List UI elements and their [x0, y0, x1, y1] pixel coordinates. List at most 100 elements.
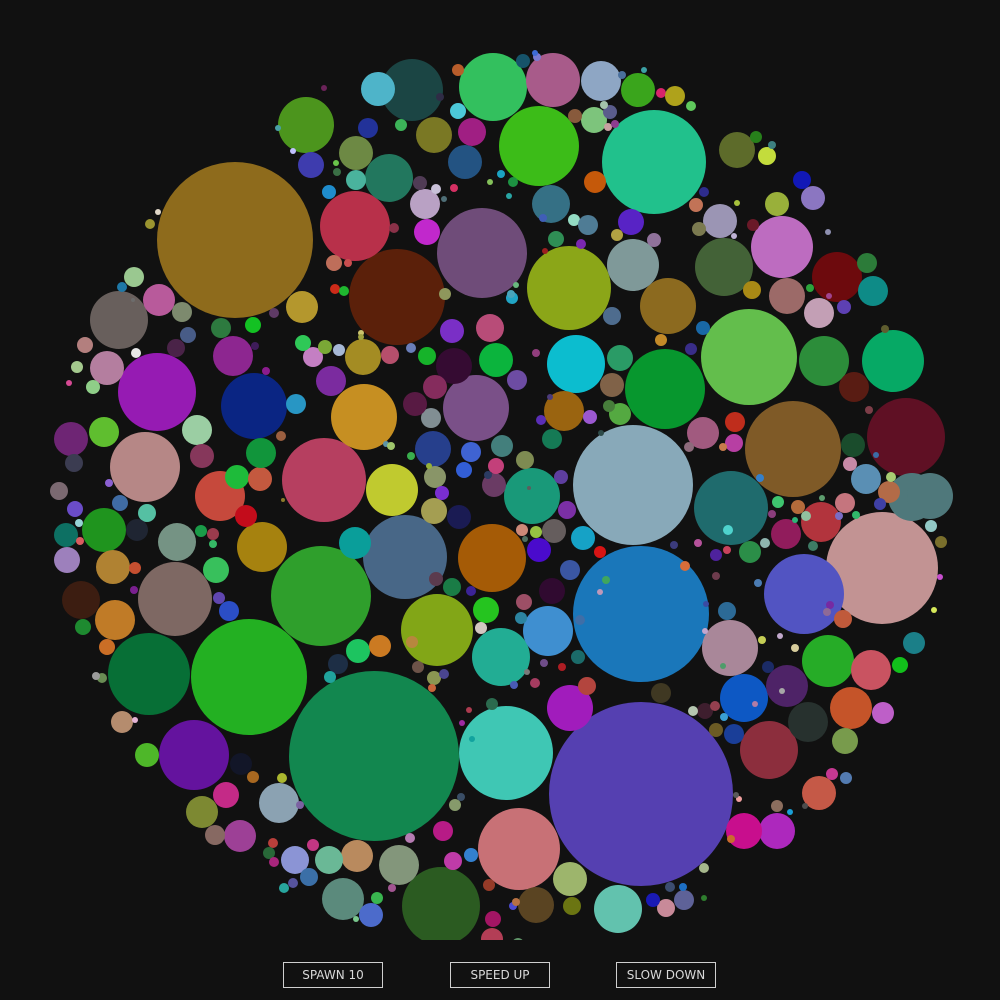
bubble — [263, 847, 275, 859]
bubble — [381, 59, 443, 121]
bubble — [461, 442, 481, 462]
bubble — [464, 848, 478, 862]
bubble — [92, 672, 100, 680]
bubble — [857, 253, 877, 273]
bubble — [507, 370, 527, 390]
bubble — [839, 372, 869, 402]
bubble — [851, 650, 891, 690]
bubble — [440, 319, 464, 343]
bubble — [832, 728, 858, 754]
bubble — [768, 510, 776, 518]
circle-packing-canvas — [50, 50, 953, 940]
bubble — [435, 486, 449, 500]
bubble — [191, 619, 307, 735]
bubble — [695, 238, 753, 296]
bubble — [289, 671, 459, 841]
bubble — [745, 401, 841, 497]
bubble — [751, 216, 813, 278]
bubble — [82, 508, 126, 552]
bubble — [401, 594, 473, 666]
bubble — [568, 214, 580, 226]
speed-up-button[interactable]: SPEED UP — [450, 962, 550, 988]
bubble — [421, 498, 447, 524]
bubble — [527, 486, 531, 490]
bubble — [439, 669, 449, 679]
bubble — [532, 349, 540, 357]
bubble — [512, 898, 520, 906]
bubble — [802, 635, 854, 687]
bubble — [389, 223, 399, 233]
bubble — [135, 743, 159, 767]
bubble — [710, 701, 720, 711]
bubble — [131, 348, 141, 358]
bubble — [86, 380, 100, 394]
bubble — [733, 792, 739, 798]
bubble — [625, 349, 705, 429]
bubble — [758, 636, 766, 644]
bubble — [834, 610, 852, 628]
bubble — [105, 479, 113, 487]
bubble — [406, 636, 418, 648]
bubble — [777, 633, 783, 639]
bubble — [172, 302, 192, 322]
bubble — [852, 511, 860, 519]
bubble — [720, 674, 768, 722]
bubble — [75, 519, 83, 527]
bubble — [581, 61, 621, 101]
bubble — [130, 586, 138, 594]
bubble — [499, 106, 579, 186]
bubble — [481, 928, 503, 940]
bubble — [771, 800, 783, 812]
bubble — [532, 50, 538, 56]
bubble — [262, 367, 270, 375]
bubble — [328, 654, 348, 674]
bubble — [209, 540, 217, 548]
bubble — [277, 773, 287, 783]
bubble — [665, 882, 675, 892]
bubble — [157, 162, 313, 318]
bubble — [457, 793, 465, 801]
bubble — [275, 125, 281, 131]
bubble — [286, 394, 306, 414]
bubble — [771, 519, 801, 549]
bubble — [726, 813, 762, 849]
bubble — [549, 702, 733, 886]
bubble — [665, 86, 685, 106]
bubble — [812, 252, 862, 302]
bubble — [421, 408, 441, 428]
bubble — [513, 282, 519, 288]
bubble — [131, 298, 135, 302]
bubble — [656, 88, 666, 98]
slow-down-button[interactable]: SLOW DOWN — [616, 962, 716, 988]
bubble — [326, 255, 342, 271]
bubble — [418, 347, 436, 365]
bubble — [448, 145, 482, 179]
bubble — [618, 71, 626, 79]
bubble — [806, 284, 814, 292]
bubble — [851, 464, 881, 494]
bubble — [703, 204, 737, 238]
bubble — [484, 471, 492, 479]
bubble — [516, 524, 528, 536]
bubble — [825, 229, 831, 235]
bubble — [155, 209, 161, 215]
bubble — [77, 337, 93, 353]
bubble — [321, 85, 327, 91]
bubble — [583, 410, 597, 424]
bubble — [701, 309, 797, 405]
bubble — [439, 288, 451, 300]
bubble — [213, 336, 253, 376]
spawn-10-button[interactable]: SPAWN 10 — [283, 962, 383, 988]
bubble — [611, 120, 619, 128]
bubble — [931, 607, 937, 613]
bubble — [872, 702, 894, 724]
bubble — [937, 574, 943, 580]
bubble — [459, 53, 527, 121]
bubble — [459, 720, 465, 726]
bubble — [526, 53, 580, 107]
bubble — [515, 612, 527, 624]
bubble — [892, 657, 908, 673]
bubble — [765, 192, 789, 216]
bubble — [117, 282, 127, 292]
bubble — [138, 562, 212, 636]
